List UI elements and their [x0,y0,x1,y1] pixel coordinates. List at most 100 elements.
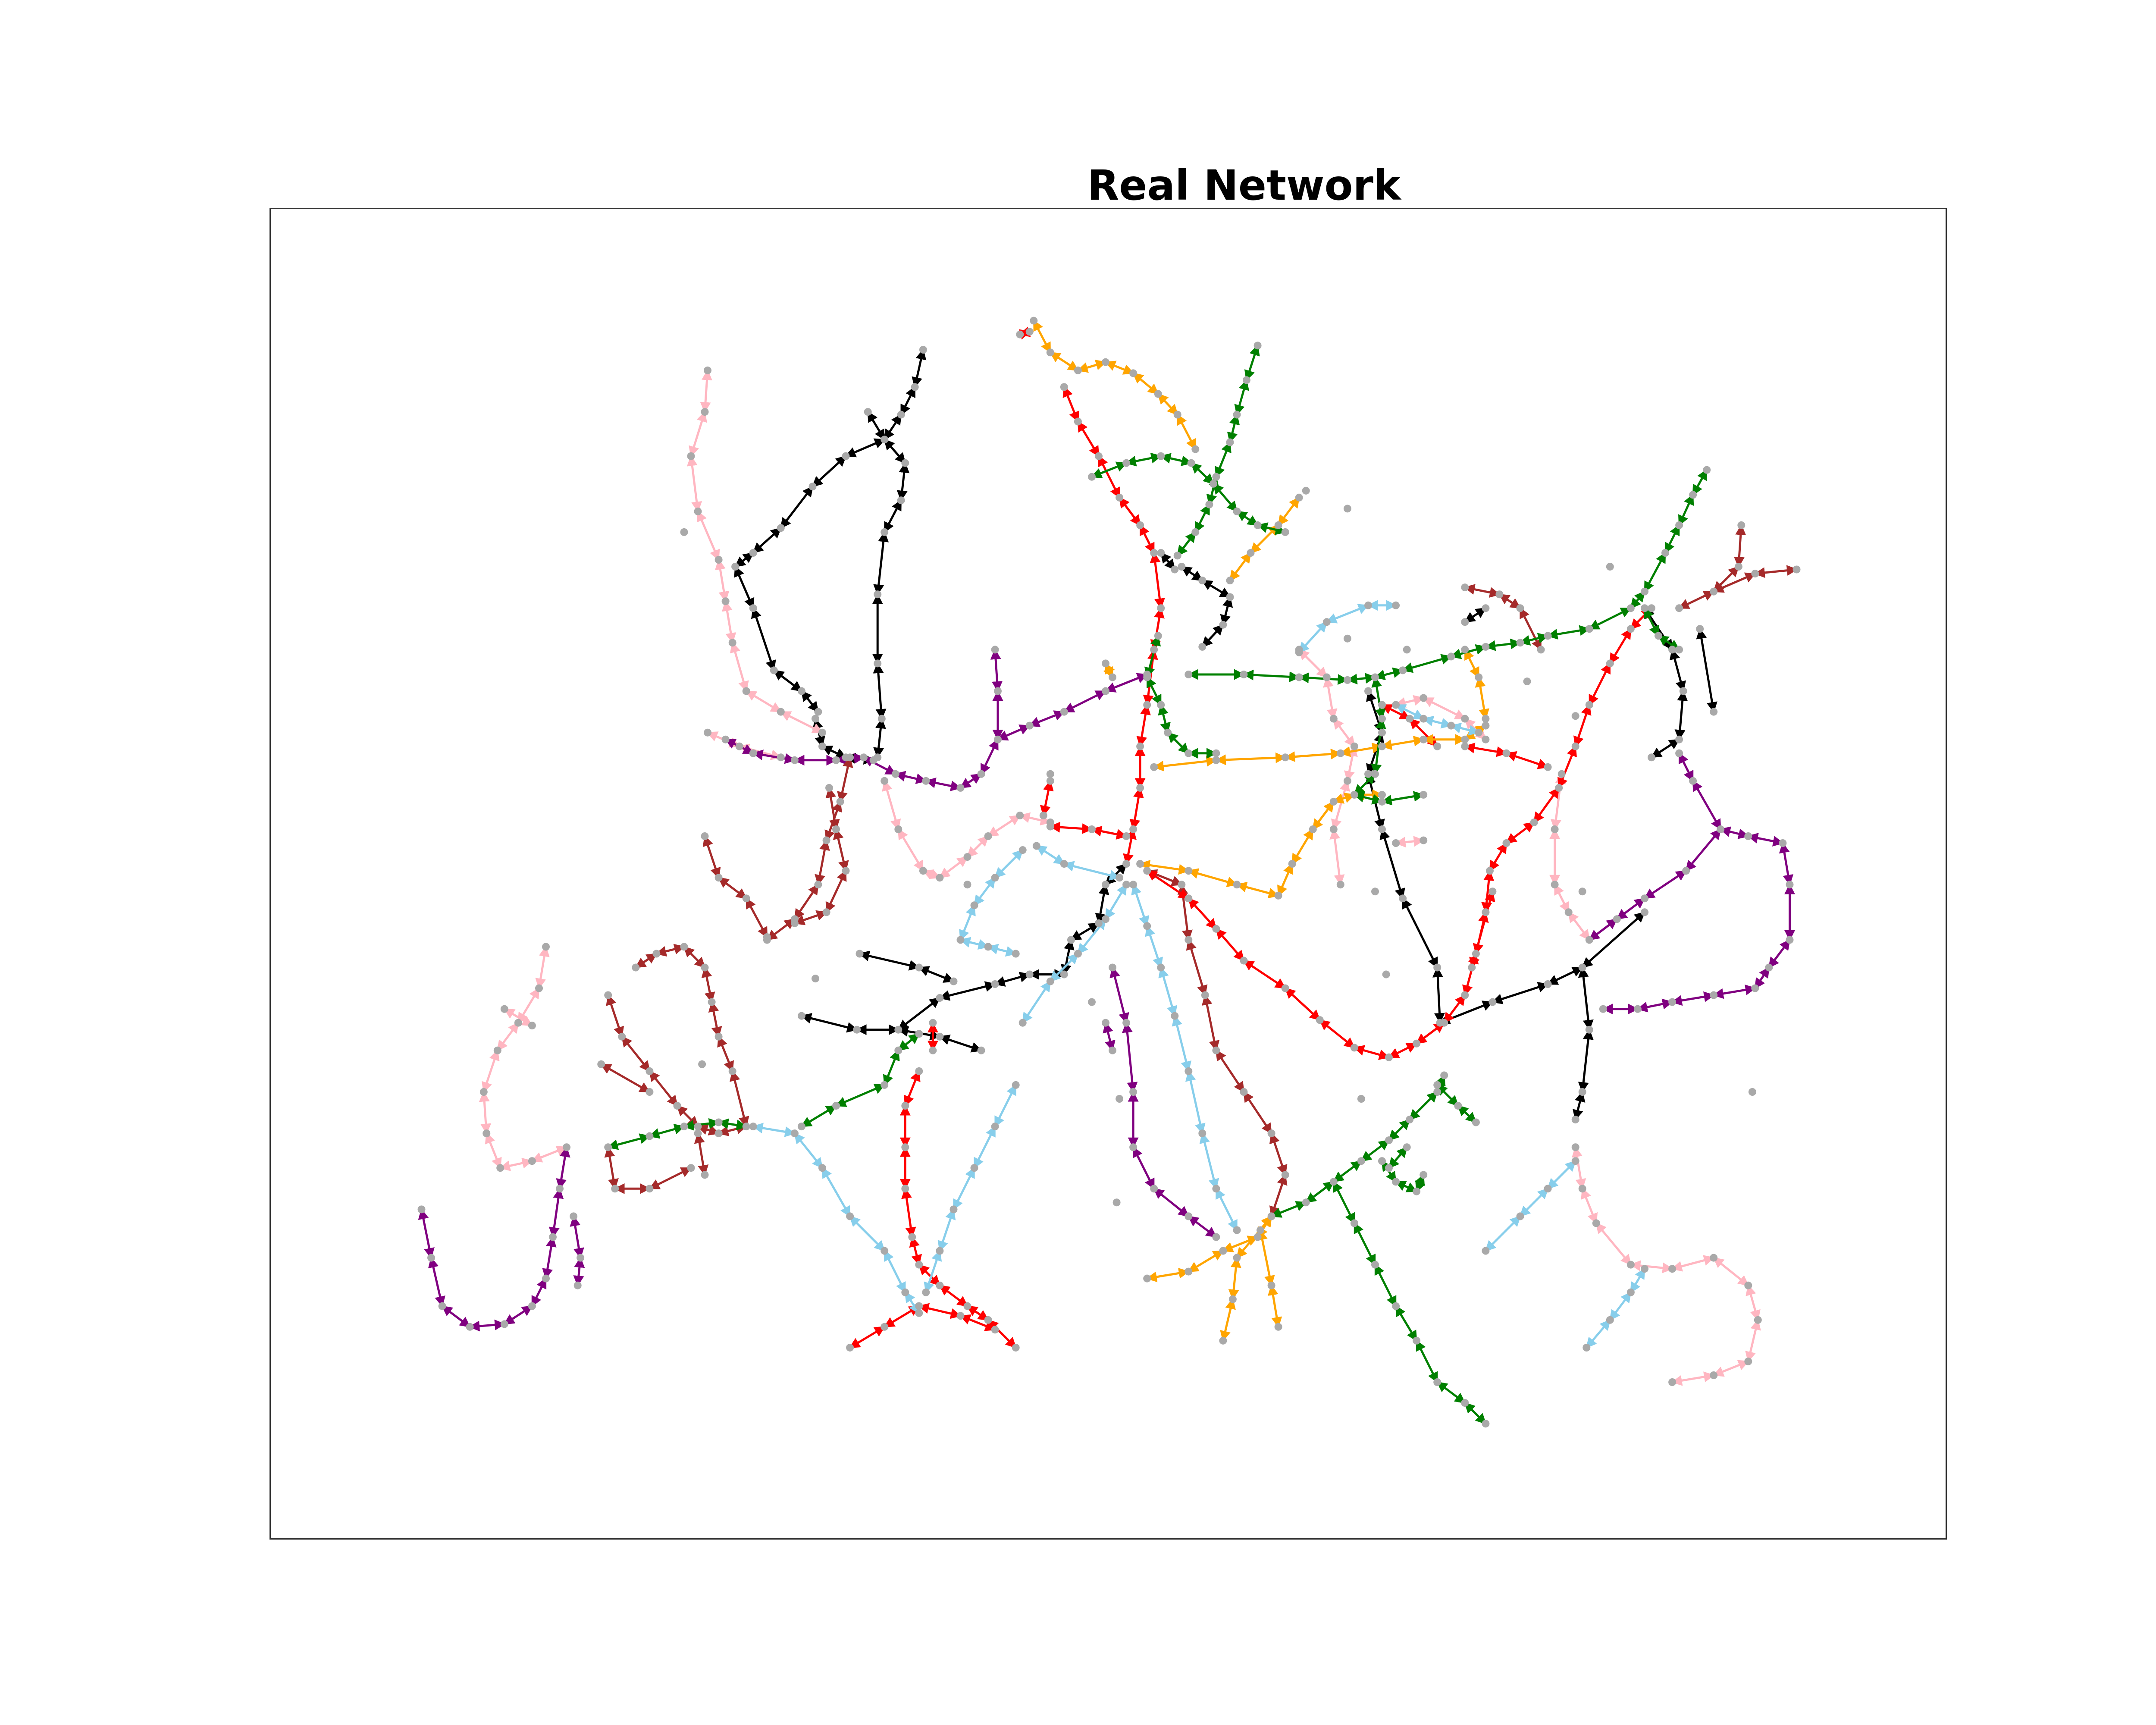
station-node [1281,984,1289,992]
edge-green [1464,1402,1487,1424]
station-node [1413,1039,1421,1048]
edge-pink [700,369,712,413]
station-node [1102,687,1109,695]
edge-green [1236,510,1259,526]
edge-skyblue [1172,1015,1191,1073]
station-node [714,556,723,564]
station-node [1571,1116,1579,1124]
station-node [1420,1171,1428,1179]
edge-purple [1588,918,1618,941]
edge-brown [718,1123,748,1136]
edge-brown [825,787,840,831]
edge-skyblue [1586,1319,1611,1349]
station-node [1461,583,1469,592]
station-node [483,1129,491,1138]
station-node [1143,701,1151,709]
station-node [1329,715,1338,723]
edge-red [1505,751,1549,769]
edge-green [1360,1139,1390,1162]
station-node [915,963,923,972]
station-node [1150,646,1158,654]
station-node [929,1019,937,1027]
edge-black [873,531,889,596]
station-node [1475,673,1483,681]
edge-orange [1146,1267,1190,1283]
station-node [1102,881,1109,889]
station-node [1710,991,1718,999]
edge-skyblue [1185,1070,1206,1135]
station-node [790,756,799,764]
edge-black [800,1013,858,1033]
edge-pink [535,945,550,990]
edge-red [1097,455,1121,499]
edge-purple [1779,842,1794,886]
station-node [1046,348,1054,357]
station-node [1178,563,1186,571]
edge-brown [1201,994,1220,1052]
station-node [708,998,716,1006]
station-node [1198,643,1206,651]
edge-pink [1395,836,1425,848]
station-node [597,1060,605,1068]
plot-frame [270,208,1947,1540]
edge-skyblue [924,1250,942,1294]
station-node [1578,1185,1586,1193]
edge-green [1159,453,1193,466]
edge-purple [1028,710,1065,727]
edge-red [1609,628,1632,665]
station-node [528,1302,536,1310]
station-node [814,881,822,889]
edge-red [1188,897,1217,930]
station-node [1399,894,1407,903]
station-node [1018,846,1027,854]
edge-brown [1269,1173,1288,1217]
station-node [1191,445,1200,453]
station-node [1472,1118,1480,1126]
station-node [1129,1143,1138,1151]
edge-green [1091,461,1128,478]
edge-black [1578,1029,1594,1093]
edge-skyblue [1158,966,1178,1017]
station-node [797,1012,805,1020]
station-node [1157,963,1165,972]
edge-red [1243,960,1286,989]
edge-purple [1678,752,1694,782]
edge-orange [1132,372,1159,395]
edge-green [1436,1381,1466,1404]
station-node [936,874,944,882]
station-node [1030,317,1038,325]
edge-purple [1153,1188,1190,1217]
station-node [1154,632,1162,640]
station-node [1074,950,1082,958]
edge-red [959,1314,996,1331]
station-node [1371,1261,1379,1269]
edge-orange [1475,676,1490,720]
station-node [1406,715,1414,723]
edge-skyblue [973,1125,996,1169]
station-node [1555,784,1563,792]
edge-purple [1747,833,1784,847]
edge-green [1332,1181,1356,1224]
station-node [1122,860,1131,868]
edge-pink [496,1022,519,1051]
station-node [763,933,771,941]
station-node [680,943,688,951]
edge-green [1353,792,1383,805]
station-node [1088,998,1096,1006]
edge-orange [1229,552,1252,582]
station-node [894,1026,903,1034]
station-node [1025,721,1034,730]
edges-layer [418,320,1798,1424]
station-node [701,1171,709,1179]
edge-red [1146,870,1190,900]
edge-red [1215,928,1245,962]
edge-green [800,1104,837,1128]
edge-brown [837,756,853,803]
station-node [1060,383,1068,391]
edge-brown [606,994,624,1038]
station-node [1378,790,1386,799]
station-node [1420,715,1428,723]
edge-pink [1567,911,1590,941]
edge-green [1158,704,1171,734]
